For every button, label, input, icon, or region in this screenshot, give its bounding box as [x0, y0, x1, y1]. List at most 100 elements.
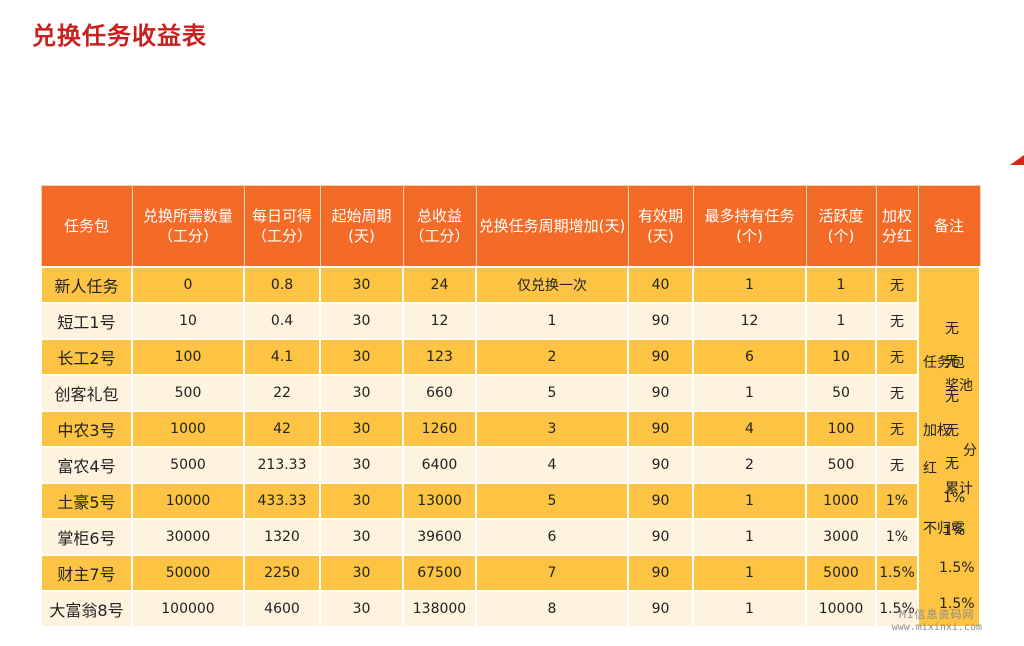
task-package-name: 掌柜6号	[40, 518, 133, 556]
corner-accent	[1010, 155, 1024, 165]
column-header: 起始周期(天)	[319, 185, 404, 268]
table-cell: 4600	[243, 590, 321, 628]
column-header: 兑换任务周期增加(天)	[475, 185, 629, 268]
table-cell: 1260	[402, 410, 477, 448]
watermark-title: Mi信息资码网	[899, 608, 975, 621]
table-cell: 39600	[402, 518, 477, 556]
table-cell: 30	[319, 374, 404, 412]
table-cell: 30	[319, 518, 404, 556]
table-cell: 3	[475, 410, 629, 448]
table-cell: 0.8	[243, 266, 321, 304]
note-text: 1%	[943, 490, 966, 506]
table-cell: 8	[475, 590, 629, 628]
column-header: 每日可得（工分）	[243, 185, 321, 268]
table-row: 土豪5号 10000 433.33 30 13000 5 90 1 1000 1%	[40, 482, 980, 520]
table-cell: 90	[627, 518, 694, 556]
table-cell: 90	[627, 410, 694, 448]
table-cell: 仅兑换一次	[475, 266, 629, 304]
table-cell: 1%	[875, 482, 919, 520]
watermark-url: www.mixinxi.com	[891, 622, 982, 633]
table-cell: 12	[692, 302, 807, 340]
table-cell: 40	[627, 266, 694, 304]
note-text: 1%	[943, 523, 966, 539]
note-text: 1.5%	[939, 560, 975, 576]
table-cell: 1.5%	[875, 554, 919, 592]
table-cell: 30	[319, 302, 404, 340]
table-row: 富农4号 5000 213.33 30 6400 4 90 2 500 无	[40, 446, 980, 484]
column-header: 备注	[917, 185, 981, 268]
table-cell: 1	[692, 518, 807, 556]
note-text: 加权	[923, 423, 951, 439]
task-package-name: 富农4号	[40, 446, 133, 484]
table-cell: 90	[627, 590, 694, 628]
table-cell: 1000	[805, 482, 877, 520]
table-cell: 无	[875, 410, 919, 448]
table-row: 中农3号 1000 42 30 1260 3 90 4 100 无	[40, 410, 980, 448]
table-cell: 24	[402, 266, 477, 304]
table-cell: 100	[131, 338, 245, 376]
table-cell: 1	[692, 554, 807, 592]
table-cell: 0.4	[243, 302, 321, 340]
table-cell: 50	[805, 374, 877, 412]
table-cell: 213.33	[243, 446, 321, 484]
table-row: 短工1号 10 0.4 30 12 1 90 12 1 无	[40, 302, 980, 340]
notes-cell: 无无无无无 1% 1% 1.5% 1.5% 任务包 奖池 加权分红累计 不归零	[917, 266, 981, 628]
table-cell: 无	[875, 374, 919, 412]
table-cell: 1	[692, 590, 807, 628]
table-cell: 30	[319, 446, 404, 484]
table-cell: 5000	[131, 446, 245, 484]
table-cell: 5	[475, 374, 629, 412]
table-cell: 500	[131, 374, 245, 412]
earnings-table: 任务包 兑换所需数量（工分） 每日可得（工分） 起始周期(天) 总收益（工分） 兑换任务周…	[40, 185, 981, 628]
table-cell: 50000	[131, 554, 245, 592]
table-row: 大富翁8号 100000 4600 30 138000 8 90 1 10000 1.5%	[40, 590, 980, 628]
table-cell: 30000	[131, 518, 245, 556]
note-text: 1.5%	[939, 596, 975, 612]
table-cell: 2250	[243, 554, 321, 592]
table-cell: 100000	[131, 590, 245, 628]
table-cell: 90	[627, 374, 694, 412]
task-package-name: 土豪5号	[40, 482, 133, 520]
table-cell: 90	[627, 302, 694, 340]
table-cell: 6	[475, 518, 629, 556]
column-header: 兑换所需数量（工分）	[131, 185, 245, 268]
table-cell: 500	[805, 446, 877, 484]
table-cell: 30	[319, 410, 404, 448]
table-cell: 90	[627, 554, 694, 592]
note-text: 累计	[945, 481, 973, 497]
table-cell: 90	[627, 482, 694, 520]
note-text: 无	[945, 423, 959, 439]
table-cell: 30	[319, 338, 404, 376]
column-header: 活跃度(个)	[805, 185, 877, 268]
table-cell: 1	[805, 266, 877, 304]
note-text: 分	[963, 443, 977, 459]
table-cell: 10	[131, 302, 245, 340]
table-cell: 0	[131, 266, 245, 304]
table-cell: 90	[627, 338, 694, 376]
table-cell: 42	[243, 410, 321, 448]
table-cell: 3000	[805, 518, 877, 556]
table-cell: 13000	[402, 482, 477, 520]
table-cell: 1	[692, 482, 807, 520]
task-package-name: 创客礼包	[40, 374, 133, 412]
table-cell: 30	[319, 554, 404, 592]
table-cell: 10000	[805, 590, 877, 628]
table-cell: 4	[692, 410, 807, 448]
table-cell: 1	[692, 374, 807, 412]
table-cell: 123	[402, 338, 477, 376]
task-package-name: 长工2号	[40, 338, 133, 376]
table-cell: 无	[875, 266, 919, 304]
table-cell: 6	[692, 338, 807, 376]
table-row: 财主7号 50000 2250 30 67500 7 90 1 5000 1.5%	[40, 554, 980, 592]
table-cell: 12	[402, 302, 477, 340]
task-package-name: 新人任务	[40, 266, 133, 304]
watermark: Mi信息资码网 www.mixinxi.com	[892, 608, 982, 634]
column-header: 总收益（工分）	[402, 185, 477, 268]
note-text: 无	[945, 456, 959, 472]
table-cell: 67500	[402, 554, 477, 592]
note-text: 任务包	[923, 355, 965, 371]
task-package-name: 中农3号	[40, 410, 133, 448]
table-cell: 22	[243, 374, 321, 412]
table-row: 掌柜6号 30000 1320 30 39600 6 90 1 3000 1%	[40, 518, 980, 556]
table-cell: 7	[475, 554, 629, 592]
